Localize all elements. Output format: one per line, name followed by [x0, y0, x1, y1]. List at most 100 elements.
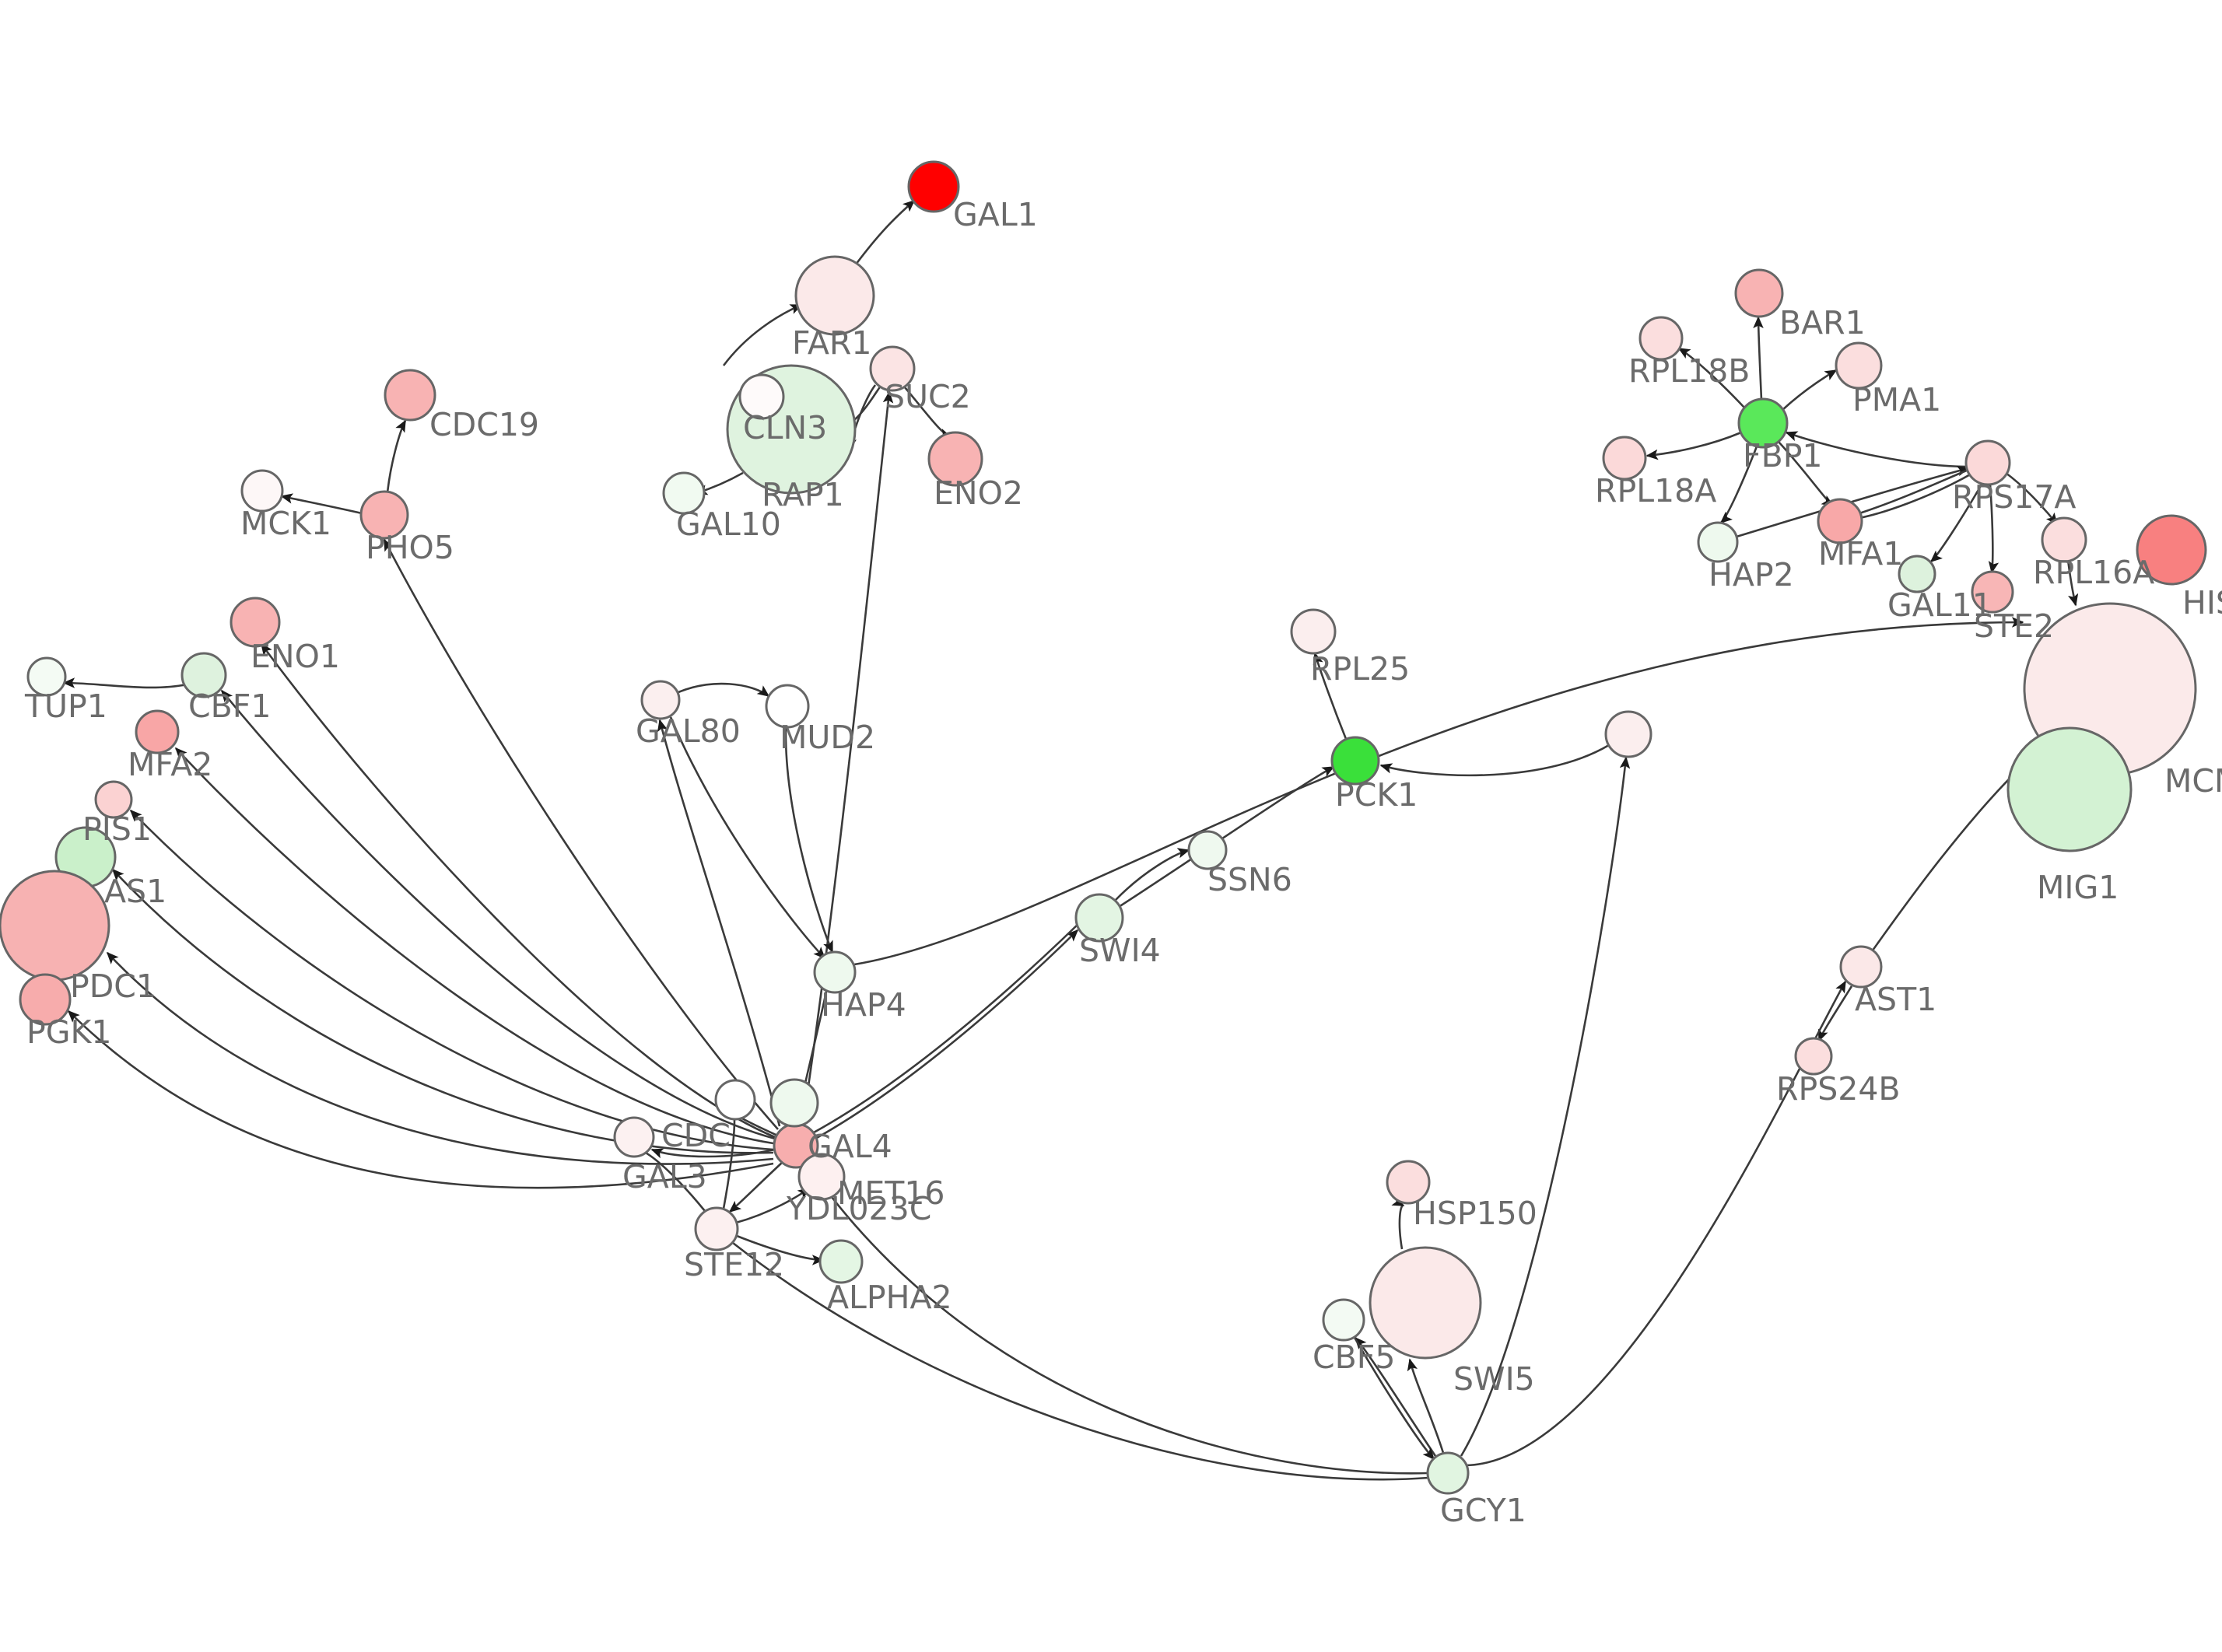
edge-gal4-to-ste12	[728, 1161, 783, 1213]
gene-node-ydl023c[interactable]	[797, 1153, 846, 1201]
edge-rps17a-to-gal11	[1929, 482, 1984, 563]
gene-label-hap4: HAP4	[821, 986, 906, 1024]
gene-node-swi5[interactable]	[1369, 1246, 1482, 1360]
gene-node-far1[interactable]	[794, 255, 875, 336]
edge-gcy1-to-swi5	[1407, 1358, 1445, 1454]
gene-node-pma1[interactable]	[1835, 341, 1883, 390]
gene-node-hap4[interactable]	[813, 950, 857, 994]
gene-node-rps24b[interactable]	[1794, 1037, 1833, 1076]
gene-label-rps24b: RPS24B	[1776, 1070, 1901, 1108]
gene-node-pdc1[interactable]	[0, 870, 110, 982]
gene-node-mud2[interactable]	[765, 684, 810, 729]
edge-cbf1-to-tup1	[62, 677, 188, 689]
edge-pho5-to-cdc19	[386, 419, 407, 493]
gene-label-rpl25: RPL25	[1310, 650, 1410, 688]
edge-cbf5-to-gcy1	[1352, 1335, 1435, 1461]
gene-label-pis1: PIS1	[82, 810, 152, 848]
gene-label-mcm1: MCM1	[2164, 762, 2222, 800]
edge-gal4-to-pis1	[129, 809, 774, 1151]
gene-node-pck1[interactable]	[1330, 736, 1380, 786]
gene-node-ssn6[interactable]	[1187, 830, 1228, 870]
gene-node-ste2[interactable]	[1971, 570, 2014, 614]
gene-label-ste12: STE12	[684, 1246, 784, 1283]
gene-node-rpl18b[interactable]	[1638, 316, 1684, 361]
gene-label-gcy1: GCY1	[1440, 1492, 1526, 1529]
gene-node-ste12[interactable]	[694, 1206, 739, 1251]
gene-label-ssn6: SSN6	[1207, 861, 1292, 898]
gene-label-swi4: SWI4	[1079, 932, 1161, 969]
gene-node-mig1[interactable]	[2006, 726, 2133, 852]
gene-label-swi5: SWI5	[1453, 1360, 1535, 1398]
gene-node-hsp150[interactable]	[1386, 1160, 1431, 1205]
gene-node-rpl25[interactable]	[1290, 608, 1337, 655]
edge-ast1-to-rps24b	[1817, 985, 1853, 1042]
gene-node-mfa1[interactable]	[1817, 498, 1863, 544]
edge-mcm1-to-ast1	[1869, 761, 2027, 954]
edge-ste12-to-gcy12	[732, 1241, 1429, 1481]
gene-node-rps17a[interactable]	[1964, 439, 2011, 486]
gene-node-alpha2[interactable]	[818, 1239, 864, 1284]
gene-node-rap1[interactable]	[738, 373, 785, 420]
gene-node-pho5[interactable]	[359, 490, 409, 540]
gene-node-cbf1[interactable]	[180, 652, 227, 698]
gene-label-gal4hub: CDC	[661, 1117, 731, 1154]
gene-node-swi4[interactable]	[1074, 893, 1124, 943]
gene-label-pck1: PCK1	[1335, 776, 1418, 814]
edge-fbp1-to-rpl18b	[1677, 347, 1745, 408]
edge-mfa1-to-rps17a	[1859, 468, 1969, 515]
edge-gal4-to-gal3	[650, 1148, 776, 1159]
gene-label-mfa2: MFA2	[128, 746, 212, 783]
gene-node-eno2[interactable]	[927, 431, 983, 487]
gene-node-rpl18a[interactable]	[1602, 436, 1647, 481]
gene-label-gal10: GAL10	[676, 506, 781, 543]
gene-node-gcy1[interactable]	[1426, 1451, 1470, 1495]
gene-node-cdc19[interactable]	[384, 369, 436, 422]
gene-node-gal1[interactable]	[907, 160, 960, 213]
gene-label-suc2: SUC2	[885, 378, 971, 415]
edge-gal4-to-gcy1	[808, 1166, 1428, 1475]
gene-label-ast1: AST1	[1855, 981, 1936, 1018]
gene-node-gal10[interactable]	[662, 471, 706, 515]
edge-gal4-to-pho5	[383, 538, 779, 1130]
gene-node-mck1[interactable]	[240, 469, 284, 513]
edge-pho5-to-mck1	[280, 493, 363, 515]
gene-node-met16[interactable]	[769, 1078, 819, 1128]
gene-label-cbf1: CBF1	[188, 688, 271, 725]
gene-node-pis1[interactable]	[94, 780, 133, 819]
gene-node-his4[interactable]	[2136, 514, 2207, 586]
gene-node-hap2[interactable]	[1697, 521, 1739, 563]
gene-node-mfa2[interactable]	[135, 709, 180, 754]
gene-node-rpl16a[interactable]	[2041, 516, 2087, 563]
gene-node-bar1[interactable]	[1734, 268, 1784, 318]
gene-label-mud2: MUD2	[780, 719, 875, 756]
gene-node-cbf5[interactable]	[1322, 1298, 1365, 1342]
gene-node-suc2[interactable]	[869, 345, 916, 392]
edge-swi4-to-ssn6	[1115, 848, 1190, 901]
edge-hap2-to-rps17a	[1736, 466, 1970, 538]
gene-label-bar1: BAR1	[1779, 304, 1866, 341]
gene-node-tup1[interactable]	[26, 656, 67, 697]
gene-label-alpha2: ALPHA2	[827, 1279, 952, 1316]
gene-node-gal11[interactable]	[1898, 555, 1936, 593]
edge-gal4-to-swi42	[813, 922, 1081, 1134]
gene-label-mck1: MCK1	[240, 505, 331, 542]
gene-node-unnamed1[interactable]	[1604, 710, 1652, 758]
edge-rps17a-to-ste2	[1988, 484, 1999, 574]
gene-node-eno1[interactable]	[230, 597, 281, 648]
gene-label-mfa1: MFA1	[1818, 535, 1903, 572]
edge-fbp1-to-pma1	[1781, 369, 1838, 411]
edge-gal4-to-cbf1	[220, 689, 776, 1140]
gene-node-ast1[interactable]	[1839, 945, 1883, 989]
edge-swi4-to-pck1	[1118, 765, 1335, 908]
gene-label-rpl16a: RPL16A	[2033, 554, 2154, 591]
gene-node-fbp1[interactable]	[1737, 397, 1789, 449]
edge-gcy1-to-cbf5	[1354, 1336, 1437, 1457]
gene-node-gal3[interactable]	[613, 1116, 655, 1158]
edge-gal4-to-as1	[111, 868, 774, 1154]
gene-label-rps17a: RPS17A	[1952, 478, 2076, 516]
gene-node-gal4hub[interactable]	[714, 1079, 756, 1121]
edge-gcy1-to-unnamed1	[1460, 756, 1631, 1457]
gene-node-pgk1[interactable]	[19, 973, 72, 1026]
gene-label-gal4: GAL4	[808, 1128, 892, 1165]
gene-node-gal80[interactable]	[640, 680, 681, 720]
